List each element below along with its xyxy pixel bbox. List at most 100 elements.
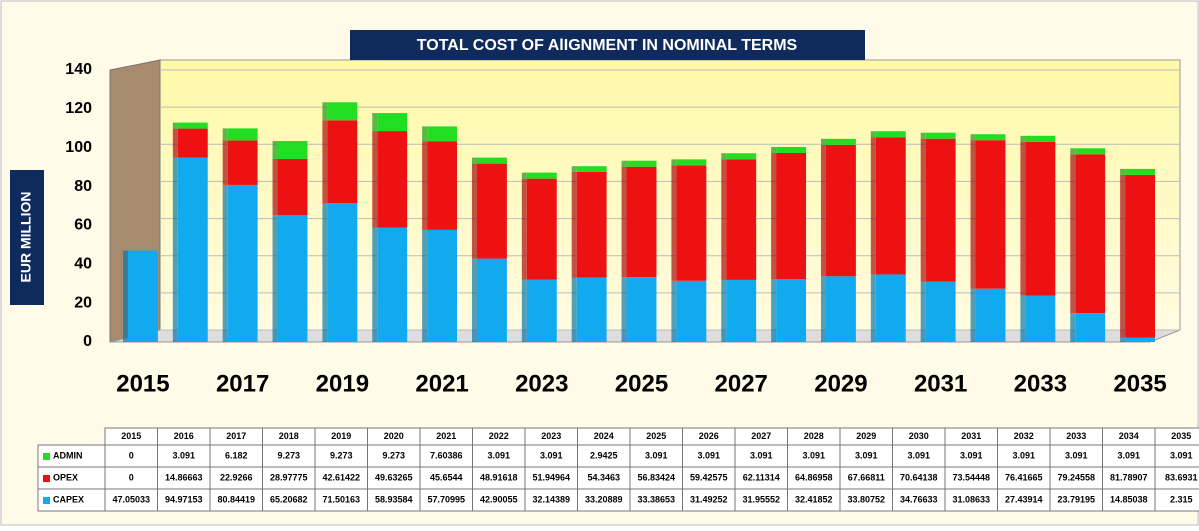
table-value: 31.08633	[952, 494, 990, 504]
bar-side	[820, 138, 826, 145]
table-value: 49.63265	[375, 472, 413, 482]
bar-side	[671, 159, 677, 166]
bar-side	[621, 160, 627, 167]
bar-side	[172, 122, 178, 129]
table-value: 3.091	[960, 450, 983, 460]
table-value: 3.091	[1065, 450, 1088, 460]
table-header: 2030	[909, 431, 929, 441]
x-tick-label: 2033	[1014, 370, 1067, 397]
y-tick-label: 80	[74, 178, 92, 195]
table-value: 3.091	[487, 450, 510, 460]
bar	[526, 279, 557, 342]
table-value: 73.54448	[952, 472, 990, 482]
bar-side	[870, 131, 876, 138]
bar	[1125, 337, 1156, 342]
table-value: 22.9266	[220, 472, 253, 482]
table-header: 2017	[226, 431, 246, 441]
y-tick-label: 140	[65, 61, 92, 78]
table-value: 42.90055	[480, 494, 518, 504]
table-value: 14.85038	[1110, 494, 1148, 504]
bar	[576, 277, 607, 342]
bar-side	[771, 152, 777, 280]
bar-side	[571, 277, 577, 342]
bar-side	[970, 134, 976, 141]
bar-side	[521, 172, 527, 179]
bar	[1125, 174, 1156, 338]
table-header: 2033	[1066, 431, 1086, 441]
legend-swatch	[43, 453, 50, 460]
bar-side	[1020, 135, 1026, 142]
table-header: 2025	[646, 431, 666, 441]
bar	[526, 172, 557, 179]
table-value: 28.97775	[270, 472, 308, 482]
y-tick-label: 60	[74, 217, 92, 234]
table-value: 3.091	[855, 450, 878, 460]
bar-side	[1070, 154, 1076, 314]
bar	[875, 131, 906, 138]
legend-label: OPEX	[53, 472, 78, 482]
bar-side	[322, 203, 328, 342]
x-tick-label: 2035	[1113, 370, 1166, 397]
bar-side	[422, 229, 428, 342]
bar-side	[571, 171, 577, 278]
table-value: 56.83424	[637, 472, 675, 482]
bar	[726, 279, 757, 342]
bar-side	[870, 274, 876, 342]
bar	[1025, 135, 1056, 142]
table-value: 54.3463	[587, 472, 620, 482]
bar	[626, 166, 657, 278]
table-header: 2026	[699, 431, 719, 441]
bar	[925, 138, 956, 282]
bar	[776, 279, 807, 342]
bar-side	[222, 184, 228, 342]
legend-label: ADMIN	[53, 450, 83, 460]
bar-side	[521, 279, 527, 342]
bar-side	[172, 157, 178, 342]
bar-side	[322, 120, 328, 204]
table-value: 3.091	[1012, 450, 1035, 460]
bar	[925, 281, 956, 342]
bar-side	[721, 159, 727, 280]
bar	[177, 128, 208, 158]
table-value: 34.76633	[900, 494, 938, 504]
bar-side	[970, 140, 976, 289]
table-value: 31.49252	[690, 494, 728, 504]
bar-side	[222, 140, 228, 185]
bar	[327, 102, 358, 121]
table-value: 65.20682	[270, 494, 308, 504]
x-tick-label: 2015	[116, 370, 169, 397]
bar	[676, 159, 707, 166]
table-header: 2027	[751, 431, 771, 441]
bar-side	[372, 113, 378, 132]
bar-side	[671, 280, 677, 342]
bar	[427, 229, 458, 342]
bar	[1075, 154, 1106, 314]
table-value: 9.273	[330, 450, 353, 460]
bar	[975, 140, 1006, 289]
x-tick-label: 2021	[415, 370, 468, 397]
y-tick-label: 100	[65, 139, 92, 156]
bar-side	[272, 215, 278, 342]
table-value: 32.41852	[795, 494, 833, 504]
table-value: 27.43914	[1005, 494, 1043, 504]
table-value: 48.91618	[480, 472, 518, 482]
bar-side	[1120, 174, 1126, 338]
table-value: 45.6544	[430, 472, 463, 482]
y-tick-label: 120	[65, 100, 92, 117]
y-axis-label: EUR MILLION	[18, 192, 34, 283]
bar	[875, 274, 906, 342]
x-tick-label: 2025	[615, 370, 668, 397]
bar-side	[771, 146, 777, 153]
table-header: 2032	[1014, 431, 1034, 441]
bar-side	[122, 250, 128, 342]
bar-side	[272, 159, 278, 216]
table-value: 14.86663	[165, 472, 203, 482]
bar	[676, 280, 707, 342]
table-header: 2021	[436, 431, 456, 441]
table-value: 2.315	[1170, 494, 1193, 504]
table-value: 32.14389	[532, 494, 570, 504]
table-value: 33.80752	[847, 494, 885, 504]
bar-side	[1070, 313, 1076, 342]
chart-title: TOTAL COST OF AlIGNMENT IN NOMINAL TERMS	[417, 37, 798, 54]
bar	[227, 184, 258, 342]
